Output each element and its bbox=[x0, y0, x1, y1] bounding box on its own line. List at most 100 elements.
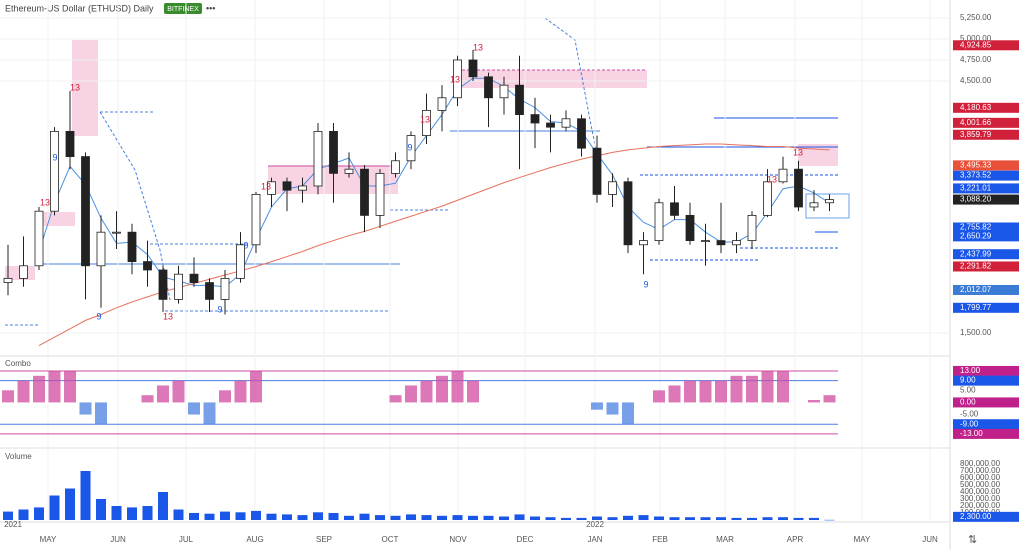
combo-tick-box bbox=[953, 428, 1019, 439]
x-tick-label: SEP bbox=[316, 535, 332, 544]
volume-bar bbox=[452, 515, 463, 520]
candle-body bbox=[267, 181, 276, 195]
volume-bar bbox=[499, 516, 509, 520]
x-tick-label: JUN bbox=[110, 535, 126, 544]
year-label: 2022 bbox=[586, 520, 604, 529]
candle-body bbox=[50, 130, 59, 212]
volume-bar bbox=[421, 515, 432, 520]
volume-bar bbox=[731, 517, 742, 520]
price-label-box bbox=[953, 117, 1019, 128]
price-label-box bbox=[953, 183, 1019, 194]
td-count: 9 bbox=[52, 152, 57, 162]
combo-bar bbox=[79, 402, 92, 415]
combo-tick-label: 5.00 bbox=[960, 385, 976, 394]
settings-icon[interactable]: ⇅ bbox=[968, 534, 977, 546]
combo-tick-label: -13.00 bbox=[960, 429, 983, 438]
menu[interactable]: ••• bbox=[206, 3, 215, 13]
candle-body bbox=[437, 97, 447, 111]
td-count: 13 bbox=[40, 197, 50, 207]
candle-body bbox=[282, 181, 292, 191]
x-tick-label: JUL bbox=[179, 535, 194, 544]
volume-bar bbox=[297, 515, 308, 520]
candle-body bbox=[391, 160, 400, 174]
volume-bar bbox=[824, 519, 835, 521]
td-count: 13 bbox=[450, 74, 460, 84]
volume-bar bbox=[778, 517, 788, 520]
combo-bar bbox=[746, 375, 758, 403]
combo-bar bbox=[33, 375, 45, 403]
candle-body bbox=[313, 130, 323, 187]
volume-bar bbox=[235, 512, 246, 520]
combo-bar bbox=[219, 390, 231, 403]
y-tick-label: 4,500.00 bbox=[960, 76, 992, 85]
x-tick-label: JAN bbox=[587, 535, 602, 544]
candle-body bbox=[298, 185, 307, 191]
volume-bar bbox=[561, 517, 571, 520]
candle-body bbox=[685, 214, 695, 241]
exchange-badge bbox=[164, 3, 202, 14]
price-label-box bbox=[953, 231, 1019, 242]
combo-bar bbox=[203, 402, 216, 425]
candle-body bbox=[623, 181, 633, 246]
volume-bar bbox=[96, 499, 106, 520]
candle-body bbox=[236, 244, 245, 279]
combo-bar bbox=[234, 380, 247, 403]
volume-bar bbox=[34, 507, 44, 520]
volume-tick-label: 400,000.00 bbox=[960, 487, 1001, 496]
combo-bar bbox=[808, 400, 820, 403]
chart-title: Ethereum-US Dollar (ETHUSD) Daily bbox=[5, 3, 154, 13]
zone bbox=[72, 40, 98, 136]
volume-bar bbox=[654, 516, 664, 520]
price-label: 3,221.01 bbox=[960, 184, 992, 193]
volume-bar bbox=[313, 512, 323, 520]
volume-bar bbox=[483, 515, 494, 520]
td-count: 13 bbox=[163, 311, 173, 321]
volume-bar bbox=[220, 511, 230, 520]
td-count: 9 bbox=[217, 304, 222, 314]
price-label: 2,437.99 bbox=[960, 249, 992, 258]
volume-bar bbox=[344, 515, 354, 520]
volume-bar bbox=[592, 516, 602, 520]
price-label: 4,180.63 bbox=[960, 103, 992, 112]
moving-average bbox=[38, 143, 830, 347]
candle-body bbox=[794, 168, 803, 208]
volume-bar bbox=[127, 507, 137, 520]
selection-box bbox=[805, 193, 850, 219]
combo-bar bbox=[157, 385, 169, 403]
volume-bar bbox=[111, 506, 122, 520]
volume-tick-label: 800,000.00 bbox=[960, 459, 1001, 468]
combo-bar bbox=[730, 375, 743, 403]
candle-body bbox=[220, 277, 230, 300]
candle-body bbox=[515, 84, 524, 115]
td-count: 13 bbox=[793, 147, 803, 157]
combo-bar bbox=[684, 380, 696, 403]
candle-body bbox=[499, 84, 509, 99]
candle-body bbox=[158, 269, 168, 300]
price-label-box bbox=[953, 194, 1019, 205]
volume-bar bbox=[65, 488, 75, 520]
td-count: 13 bbox=[420, 114, 430, 124]
candle-body bbox=[143, 261, 152, 271]
volume-tick-label: 600,000.00 bbox=[960, 473, 1001, 482]
volume-bar bbox=[762, 517, 773, 520]
y-tick-label: 5,250.00 bbox=[960, 13, 992, 22]
combo-tick-label: 9.00 bbox=[960, 376, 976, 385]
volume-bar bbox=[390, 515, 401, 520]
candle-body bbox=[189, 273, 199, 283]
combo-bar bbox=[420, 380, 433, 403]
candle-body bbox=[19, 265, 28, 279]
combo-tick-label: 0.00 bbox=[960, 398, 976, 407]
exchange: BITFINEX bbox=[167, 6, 199, 13]
volume-bar bbox=[623, 515, 633, 520]
candle-body bbox=[453, 59, 462, 99]
price-label-box bbox=[953, 170, 1019, 181]
candle-body bbox=[422, 109, 431, 136]
x-tick-label: NOV bbox=[449, 535, 467, 544]
candle-body bbox=[778, 168, 788, 183]
x-tick-label: MAY bbox=[40, 535, 57, 544]
combo-tick-label: -5.00 bbox=[960, 410, 979, 419]
td-count: 13 bbox=[261, 181, 271, 191]
candle-body bbox=[3, 277, 13, 283]
